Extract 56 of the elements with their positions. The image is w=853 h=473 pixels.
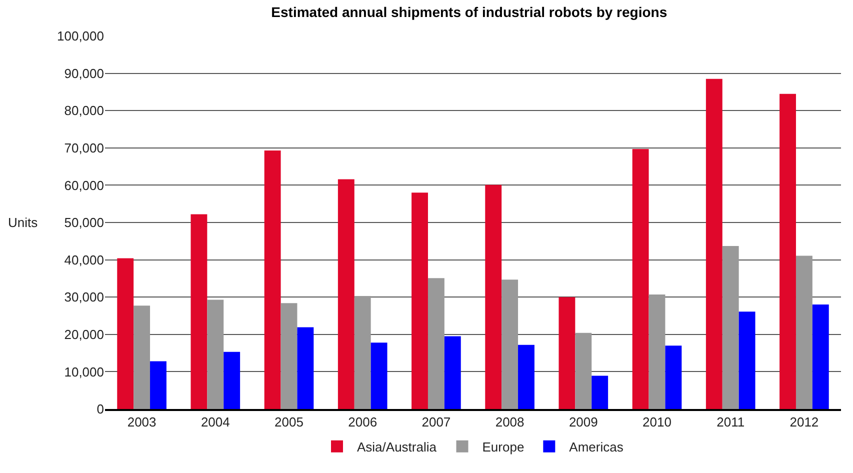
y-tick-label: 20,000 (64, 326, 104, 342)
y-tick-label: 90,000 (64, 66, 104, 81)
x-tick-label: 2011 (716, 414, 745, 430)
x-tick-label: 2008 (495, 414, 524, 430)
bar (558, 297, 576, 409)
bar (297, 327, 314, 409)
bar (134, 306, 150, 409)
legend-label: Asia/Australia (357, 439, 438, 454)
x-tick-label: 2012 (790, 414, 819, 430)
bar (812, 304, 829, 409)
x-tick-label: 2009 (568, 414, 598, 430)
bar (632, 149, 649, 409)
bar (444, 336, 461, 409)
y-axis-title: Units (8, 215, 38, 230)
y-tick-label: 50,000 (64, 215, 104, 230)
y-tick-label: 70,000 (64, 140, 104, 156)
x-tick-label: 2004 (200, 414, 230, 430)
x-tick-label: 2003 (127, 414, 156, 430)
bar (592, 376, 608, 409)
x-tick-label: 2007 (422, 414, 451, 430)
bar (264, 150, 281, 409)
x-tick-label: 2006 (348, 414, 378, 430)
bar (485, 184, 502, 409)
bar (370, 342, 388, 409)
bar (722, 246, 739, 409)
bar (412, 192, 428, 409)
bar (780, 94, 796, 409)
bar (518, 344, 534, 409)
y-tick-label: 40,000 (64, 252, 104, 268)
bar (224, 352, 240, 409)
legend-label: Americas (569, 439, 624, 454)
chart-title: Estimated annual shipments of industrial robots by regions (271, 4, 668, 20)
bar (280, 303, 298, 409)
bar (738, 312, 756, 409)
y-tick-label: 10,000 (64, 364, 104, 380)
x-tick-label: 2010 (642, 414, 672, 430)
y-tick-label: 80,000 (64, 103, 104, 118)
y-tick-label: 60,000 (64, 178, 104, 193)
bar (150, 361, 166, 409)
bar (354, 296, 371, 409)
bar (575, 332, 592, 409)
bar (665, 346, 682, 409)
bar (648, 294, 666, 409)
bar (207, 300, 224, 409)
y-tick-label: 100,000 (57, 28, 104, 44)
legend-label: Europe (482, 439, 524, 454)
bar (706, 78, 722, 409)
x-tick-label: 2005 (274, 414, 304, 430)
bar (796, 256, 812, 409)
bar (338, 179, 354, 409)
bar (190, 214, 208, 409)
y-tick-label: 0 (96, 402, 104, 417)
y-tick-label: 30,000 (64, 290, 104, 305)
bar (502, 280, 518, 409)
bar (428, 278, 444, 409)
bar (117, 258, 134, 409)
